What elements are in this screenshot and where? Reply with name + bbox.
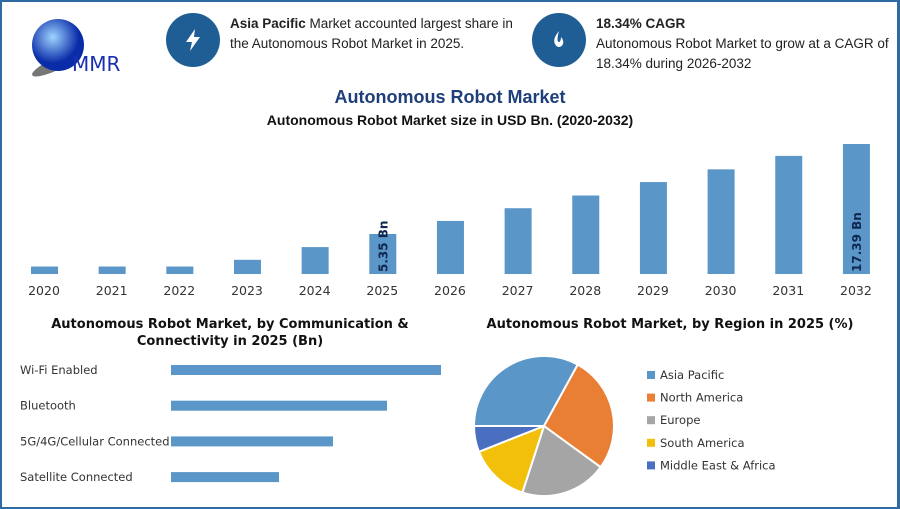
data-label: 17.39 Bn (850, 212, 864, 272)
region-chart-title: Autonomous Robot Market, by Region in 20… (486, 317, 854, 332)
x-tick-label: 2030 (705, 283, 737, 298)
category-label: Wi-Fi Enabled (20, 363, 98, 377)
x-tick-label: 2032 (840, 283, 872, 298)
bar-2021 (98, 266, 126, 274)
x-tick-label: 2023 (231, 283, 263, 298)
category-label: 5G/4G/Cellular Connected (20, 434, 170, 448)
growth-icon (532, 13, 586, 67)
hbar-0 (171, 365, 441, 375)
data-label: 5.35 Bn (376, 221, 390, 272)
pie-slice-0 (472, 355, 580, 427)
info-asia-pacific: Asia Pacific Market accounted largest sh… (230, 16, 513, 51)
market-size-bar-chart: 2020 2021 2022 2023 2024 2025 5.35 Bn 2026 2027 2… (28, 144, 872, 298)
legend-swatch (647, 393, 655, 402)
svg-text:MMR: MMR (72, 52, 121, 76)
legend-swatch (647, 461, 655, 470)
bar-2028 (572, 195, 600, 274)
bar-2026 (436, 220, 464, 274)
x-tick-label: 2031 (772, 283, 804, 298)
bar-2020 (31, 266, 58, 274)
legend-label: Asia Pacific (660, 368, 724, 382)
hbar-2 (171, 436, 333, 447)
pie-slice-3 (477, 424, 546, 494)
x-tick-label: 2028 (569, 283, 601, 298)
legend-label: South America (660, 436, 745, 450)
region-pie-chart: Asia Pacific North America Europe South Ame… (472, 355, 776, 497)
bar-2025 (369, 234, 397, 274)
globe-icon: MMR (32, 19, 121, 77)
info-cagr: 18.34% CAGR Autonomous Robot Market to gr… (596, 16, 889, 71)
mmr-logo: MMR (26, 15, 136, 77)
connectivity-bar-chart: Wi-Fi Enabled Bluetooth 5G/4G/Cellular Con… (20, 363, 441, 484)
x-tick-label: 2026 (434, 283, 466, 298)
legend-label: North America (660, 391, 743, 405)
connectivity-chart-title: Autonomous Robot Market, by Communicatio… (51, 317, 409, 349)
bar-2030 (707, 169, 735, 274)
x-tick-label: 2029 (637, 283, 669, 298)
legend-swatch (647, 438, 655, 447)
hbar-1 (171, 400, 387, 411)
bar-2031 (775, 155, 803, 274)
bar-chart-title: Autonomous Robot Market size in USD Bn. … (266, 112, 634, 128)
category-label: Satellite Connected (20, 470, 133, 484)
main-title: Autonomous Robot Market (334, 87, 566, 107)
legend-label: Europe (660, 413, 700, 427)
x-tick-label: 2027 (502, 283, 534, 298)
bar-2024 (301, 247, 329, 274)
x-tick-label: 2020 (28, 283, 60, 298)
lightning-icon (166, 13, 220, 67)
legend-label: Middle East & Africa (660, 458, 776, 472)
bar-2032 (842, 144, 870, 274)
legend-swatch (647, 371, 655, 379)
bar-2027 (504, 208, 532, 274)
x-tick-label: 2021 (96, 283, 128, 298)
bar-2023 (233, 259, 261, 274)
category-label: Bluetooth (20, 399, 76, 413)
bar-2022 (166, 266, 194, 274)
x-tick-label: 2022 (163, 283, 195, 298)
x-tick-label: 2025 (366, 283, 398, 298)
legend-swatch (647, 416, 655, 425)
pie-slice-4 (472, 425, 545, 454)
hbar-3 (171, 472, 279, 483)
pie-slice-1 (542, 363, 615, 469)
x-tick-label: 2024 (299, 283, 331, 298)
pie-slice-2 (521, 424, 603, 497)
bar-2029 (639, 182, 667, 274)
